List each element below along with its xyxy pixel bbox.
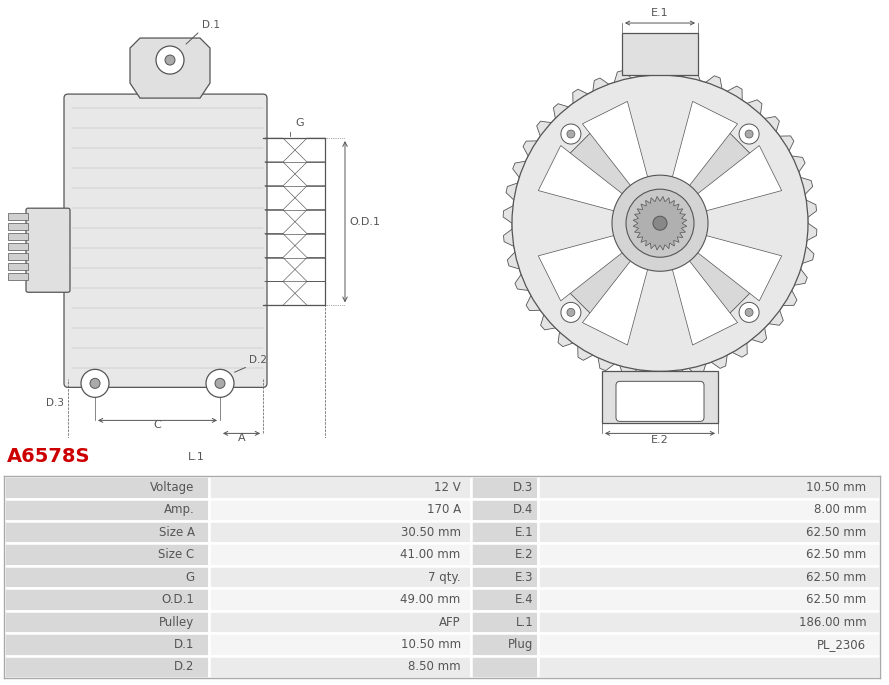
Text: 49.00 mm: 49.00 mm xyxy=(400,593,461,606)
Text: Size C: Size C xyxy=(158,548,195,561)
Circle shape xyxy=(739,124,759,144)
Polygon shape xyxy=(663,227,750,314)
Polygon shape xyxy=(503,66,817,380)
Polygon shape xyxy=(671,101,738,190)
Circle shape xyxy=(90,378,100,388)
Text: G: G xyxy=(295,118,304,128)
Bar xyxy=(8,223,28,230)
Polygon shape xyxy=(130,38,210,98)
Text: L.1: L.1 xyxy=(188,452,205,462)
Circle shape xyxy=(156,46,184,74)
Text: D.1: D.1 xyxy=(174,638,195,651)
Circle shape xyxy=(215,378,225,388)
Text: 170 A: 170 A xyxy=(427,503,461,516)
Polygon shape xyxy=(570,227,656,314)
Text: 186.00 mm: 186.00 mm xyxy=(799,616,867,629)
Circle shape xyxy=(512,75,808,371)
Text: D.4: D.4 xyxy=(513,503,533,516)
Text: Voltage: Voltage xyxy=(150,481,195,494)
Text: 10.50 mm: 10.50 mm xyxy=(806,481,867,494)
Text: L.1: L.1 xyxy=(516,616,533,629)
Polygon shape xyxy=(663,133,750,220)
Text: 62.50 mm: 62.50 mm xyxy=(806,571,867,584)
Polygon shape xyxy=(539,145,627,212)
Circle shape xyxy=(612,175,708,271)
Text: Amp.: Amp. xyxy=(164,503,195,516)
Circle shape xyxy=(561,302,581,323)
Circle shape xyxy=(626,189,694,258)
Circle shape xyxy=(745,308,753,316)
Text: Size A: Size A xyxy=(158,525,195,538)
Text: Plug: Plug xyxy=(508,638,533,651)
Bar xyxy=(8,213,28,220)
Text: 7 qty.: 7 qty. xyxy=(428,571,461,584)
Text: A6578S: A6578S xyxy=(7,447,91,466)
Text: 62.50 mm: 62.50 mm xyxy=(806,593,867,606)
Text: C: C xyxy=(154,421,162,430)
Text: 30.50 mm: 30.50 mm xyxy=(401,525,461,538)
Text: D.3: D.3 xyxy=(513,481,533,494)
Text: 8.50 mm: 8.50 mm xyxy=(408,660,461,673)
Circle shape xyxy=(653,216,667,230)
Circle shape xyxy=(206,369,234,397)
Text: E.4: E.4 xyxy=(515,593,533,606)
Text: E.2: E.2 xyxy=(515,548,533,561)
FancyBboxPatch shape xyxy=(622,33,698,75)
Polygon shape xyxy=(633,197,687,250)
Polygon shape xyxy=(671,256,738,345)
Bar xyxy=(8,273,28,280)
FancyBboxPatch shape xyxy=(616,382,704,421)
Text: 41.00 mm: 41.00 mm xyxy=(400,548,461,561)
Circle shape xyxy=(165,55,175,65)
Circle shape xyxy=(745,130,753,138)
Polygon shape xyxy=(693,145,781,212)
Text: O.D.1: O.D.1 xyxy=(349,216,380,227)
Polygon shape xyxy=(539,234,627,301)
Text: D.2: D.2 xyxy=(249,356,267,365)
Polygon shape xyxy=(582,256,649,345)
Circle shape xyxy=(567,130,575,138)
FancyBboxPatch shape xyxy=(26,208,70,292)
FancyBboxPatch shape xyxy=(602,371,718,423)
Text: AFP: AFP xyxy=(439,616,461,629)
FancyBboxPatch shape xyxy=(64,94,267,387)
Circle shape xyxy=(739,302,759,323)
Text: 62.50 mm: 62.50 mm xyxy=(806,548,867,561)
Text: 12 V: 12 V xyxy=(434,481,461,494)
Text: A: A xyxy=(237,434,245,443)
Text: D.2: D.2 xyxy=(174,660,195,673)
Text: Pulley: Pulley xyxy=(159,616,195,629)
Polygon shape xyxy=(582,101,649,190)
Text: PL_2306: PL_2306 xyxy=(817,638,867,651)
Text: E.3: E.3 xyxy=(515,571,533,584)
Bar xyxy=(8,263,28,271)
Polygon shape xyxy=(570,133,656,220)
Circle shape xyxy=(567,308,575,316)
Text: 8.00 mm: 8.00 mm xyxy=(813,503,867,516)
Bar xyxy=(8,233,28,240)
Text: 62.50 mm: 62.50 mm xyxy=(806,525,867,538)
Bar xyxy=(8,253,28,260)
Text: D.3: D.3 xyxy=(46,399,64,408)
Text: G: G xyxy=(186,571,195,584)
Text: E.1: E.1 xyxy=(651,8,669,18)
Text: 10.50 mm: 10.50 mm xyxy=(401,638,461,651)
Polygon shape xyxy=(693,234,781,301)
Circle shape xyxy=(81,369,109,397)
Bar xyxy=(8,243,28,250)
Text: O.D.1: O.D.1 xyxy=(162,593,195,606)
Circle shape xyxy=(561,124,581,144)
Text: E.1: E.1 xyxy=(515,525,533,538)
Circle shape xyxy=(640,203,680,243)
Text: D.1: D.1 xyxy=(202,20,220,30)
Text: E.2: E.2 xyxy=(651,436,669,445)
